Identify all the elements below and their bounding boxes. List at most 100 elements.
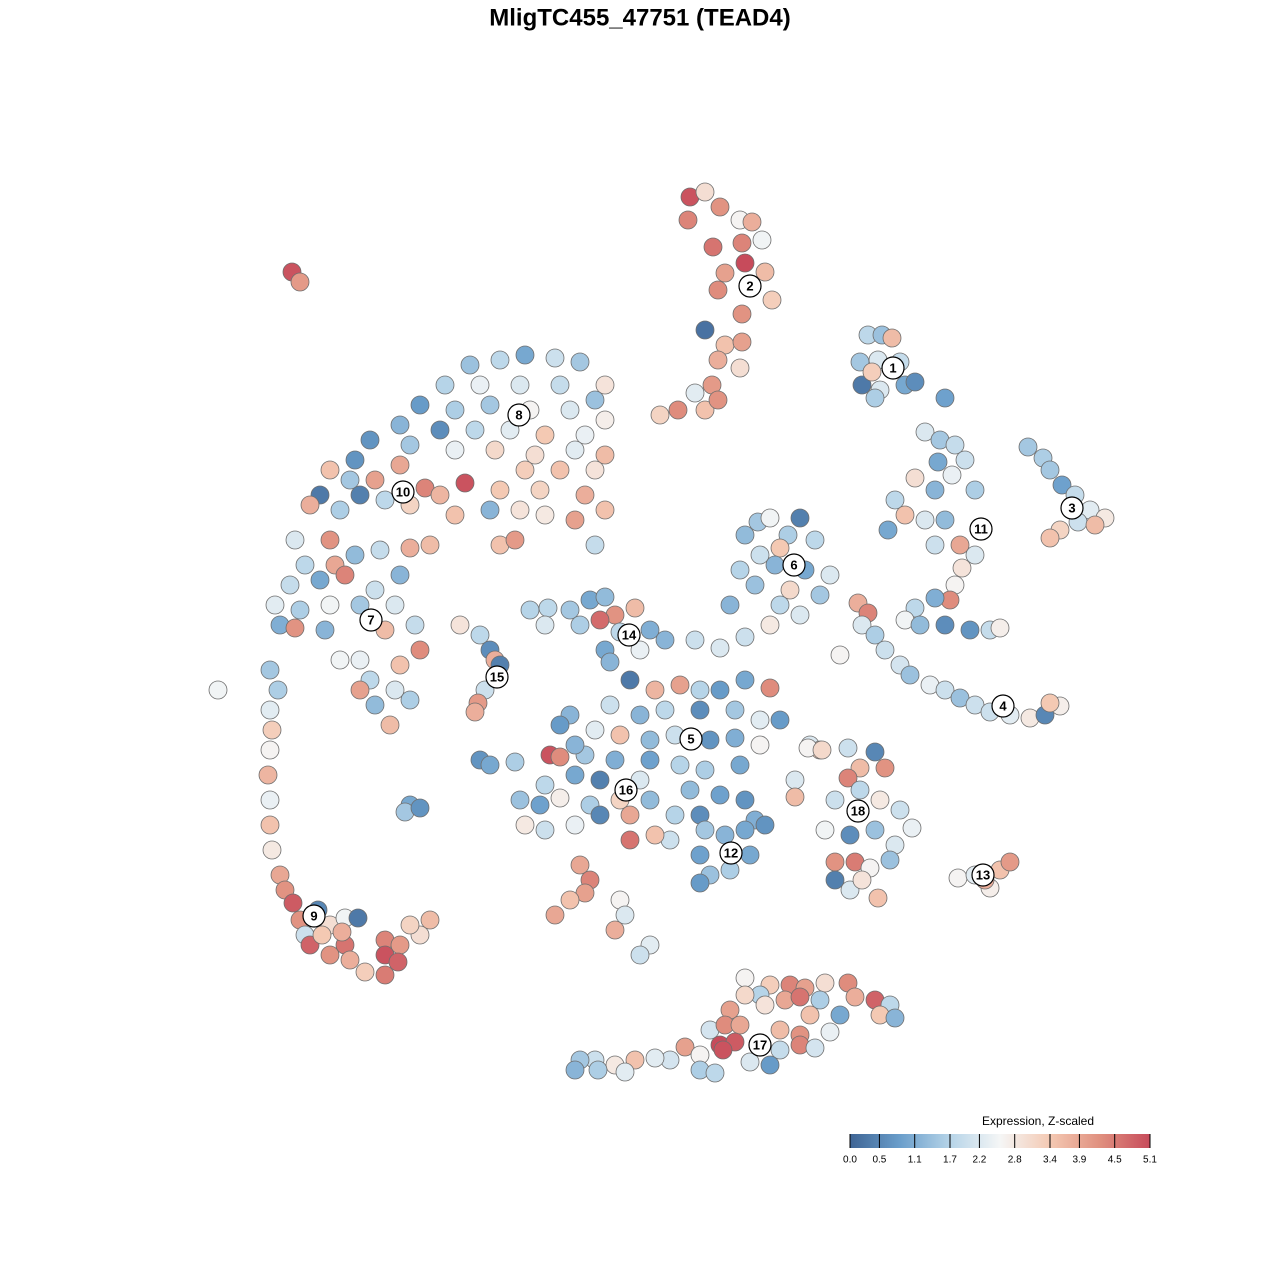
point — [1040, 693, 1060, 713]
point — [845, 987, 865, 1007]
point — [585, 535, 605, 555]
point — [340, 470, 360, 490]
point — [595, 587, 615, 607]
point — [300, 495, 320, 515]
point — [732, 332, 752, 352]
point — [410, 798, 430, 818]
point — [620, 670, 640, 690]
point — [295, 555, 315, 575]
point — [615, 1062, 635, 1082]
point — [710, 785, 730, 805]
point — [350, 595, 370, 615]
point — [735, 790, 755, 810]
point — [720, 595, 740, 615]
cluster-badge — [846, 799, 870, 823]
point — [538, 598, 558, 618]
point — [365, 580, 385, 600]
point — [435, 375, 455, 395]
point — [925, 588, 945, 608]
point — [380, 715, 400, 735]
cluster-badge — [391, 480, 415, 504]
point — [640, 750, 660, 770]
point — [762, 290, 782, 310]
point — [732, 304, 752, 324]
point — [390, 565, 410, 585]
cluster-badge — [679, 727, 703, 751]
point — [470, 375, 490, 395]
point — [570, 352, 590, 372]
point — [565, 765, 585, 785]
point — [695, 820, 715, 840]
point — [588, 1060, 608, 1080]
point — [640, 620, 660, 640]
cluster-label: 14 — [622, 627, 637, 642]
point — [690, 680, 710, 700]
point — [570, 615, 590, 635]
point — [770, 538, 790, 558]
point — [585, 720, 605, 740]
point — [400, 915, 420, 935]
point — [890, 800, 910, 820]
cluster-label: 13 — [976, 867, 990, 882]
cluster-label: 7 — [367, 612, 374, 627]
point — [655, 700, 675, 720]
point — [815, 973, 835, 993]
point — [285, 530, 305, 550]
point — [585, 460, 605, 480]
point — [865, 625, 885, 645]
point — [735, 670, 755, 690]
point — [695, 760, 715, 780]
point — [965, 545, 985, 565]
point — [862, 362, 882, 382]
cluster-label: 11 — [974, 521, 988, 536]
cluster-label: 10 — [396, 484, 410, 499]
point — [515, 460, 535, 480]
point — [490, 350, 510, 370]
point — [480, 500, 500, 520]
point — [810, 585, 830, 605]
point — [460, 355, 480, 375]
point — [315, 620, 335, 640]
point — [530, 795, 550, 815]
point — [705, 1063, 725, 1083]
point — [915, 422, 935, 442]
cluster-label: 17 — [753, 1037, 767, 1052]
point — [465, 420, 485, 440]
point — [550, 747, 570, 767]
point — [330, 650, 350, 670]
colorbar-gradient — [850, 1134, 1150, 1148]
point — [875, 640, 895, 660]
point — [385, 680, 405, 700]
point — [695, 400, 715, 420]
cluster-label: 16 — [619, 782, 633, 797]
point — [430, 420, 450, 440]
point — [445, 505, 465, 525]
point — [385, 595, 405, 615]
point — [600, 695, 620, 715]
point — [208, 680, 228, 700]
point — [400, 690, 420, 710]
colorbar-tick-label: 1.7 — [943, 1155, 957, 1166]
point — [742, 212, 762, 232]
point — [485, 440, 505, 460]
point — [645, 680, 665, 700]
point — [405, 615, 425, 635]
point — [310, 570, 330, 590]
point — [895, 505, 915, 525]
point — [595, 445, 615, 465]
point — [268, 680, 288, 700]
point — [830, 645, 850, 665]
point — [675, 1037, 695, 1057]
point — [285, 618, 305, 638]
colorbar-tick-label: 3.4 — [1043, 1155, 1057, 1166]
point — [852, 870, 872, 890]
point — [510, 500, 530, 520]
point — [348, 908, 368, 928]
point — [820, 1022, 840, 1042]
cluster-badge — [617, 623, 641, 647]
point — [770, 595, 790, 615]
point — [780, 580, 800, 600]
point — [678, 210, 698, 230]
point — [825, 790, 845, 810]
